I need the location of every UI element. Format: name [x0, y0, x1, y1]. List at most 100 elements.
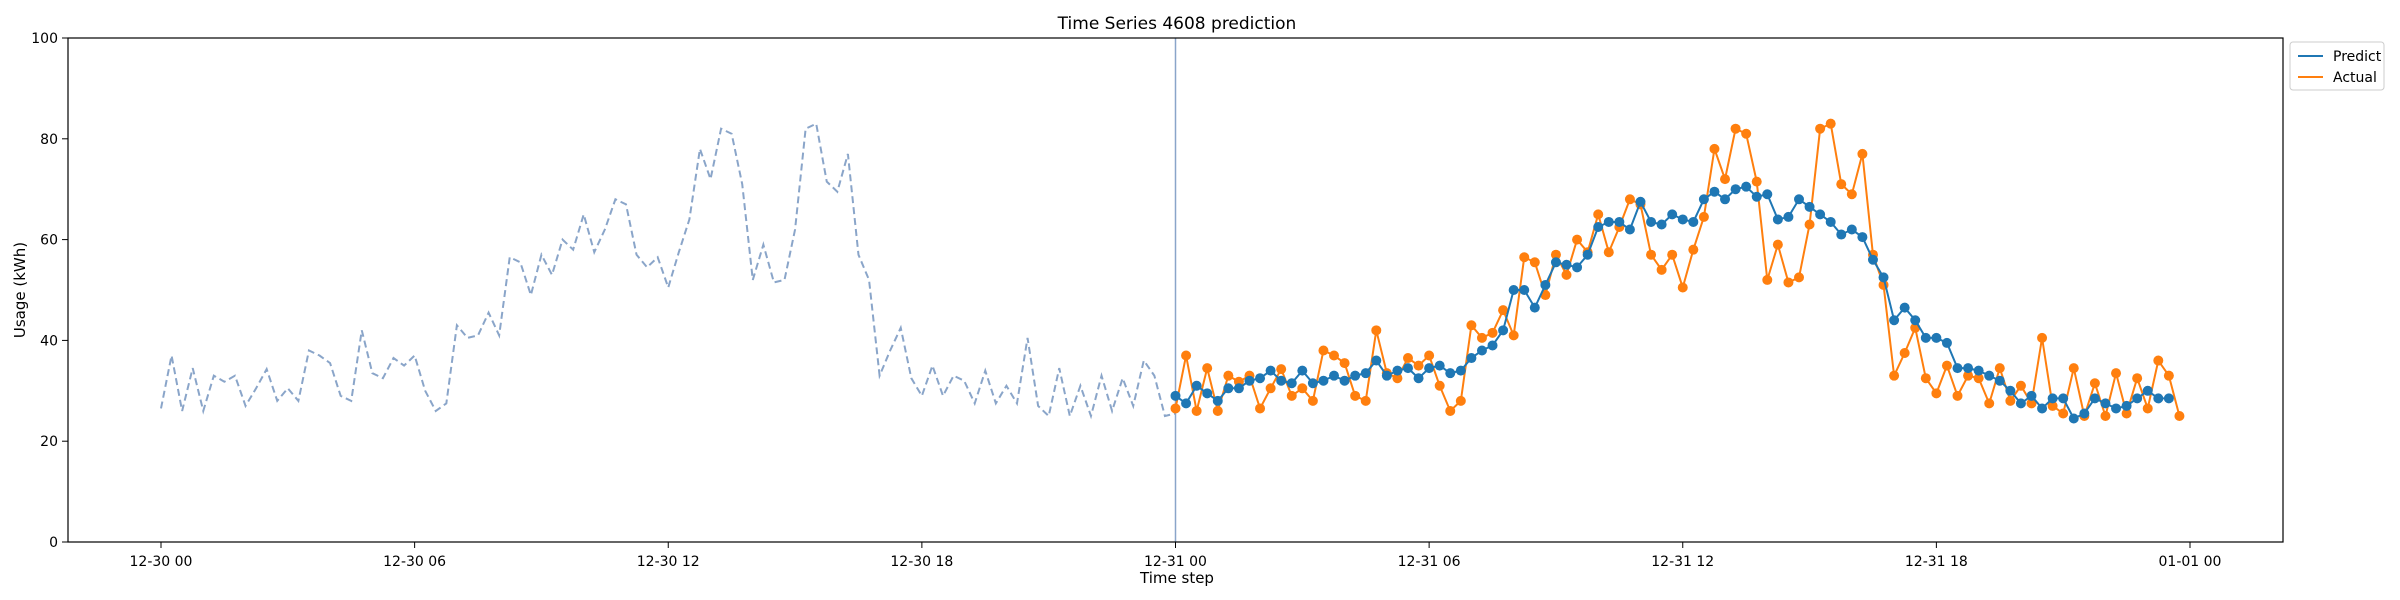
actual-point: [1593, 209, 1604, 220]
actual-point: [1688, 244, 1699, 255]
actual-point: [1603, 247, 1614, 258]
actual-point: [1265, 383, 1276, 394]
actual-point: [1825, 118, 1836, 129]
predict-point: [1899, 302, 1910, 313]
actual-point: [2121, 408, 2132, 419]
x-tick-label: 12-31 00: [1144, 554, 1207, 570]
predict-point: [1392, 365, 1403, 376]
predict-point: [1212, 395, 1223, 406]
predict-point: [2005, 385, 2016, 396]
plot-area: [160, 38, 2185, 542]
predict-point: [1572, 262, 1583, 273]
actual-point: [1698, 211, 1709, 222]
predict-point: [1857, 232, 1868, 243]
actual-point: [2153, 355, 2164, 366]
legend-actual-label: Actual: [2333, 70, 2377, 86]
predict-point: [1360, 368, 1371, 379]
actual-point: [1920, 373, 1931, 384]
predict-point: [1815, 209, 1826, 220]
actual-point: [1402, 353, 1413, 364]
predict-point: [1529, 302, 1540, 313]
y-tick-label: 100: [31, 31, 58, 47]
actual-point: [1307, 395, 1318, 406]
actual-point: [1350, 390, 1361, 401]
actual-point: [2026, 398, 2037, 409]
actual-point: [1963, 370, 1974, 381]
predict-point: [1804, 201, 1815, 212]
predict-point: [1889, 315, 1900, 326]
x-tick-label: 12-31 12: [1651, 554, 1714, 570]
actual-point: [1476, 332, 1487, 343]
predict-point: [1561, 259, 1572, 270]
predict-point: [1339, 375, 1350, 386]
predict-point: [1952, 363, 1963, 374]
actual-point: [1297, 383, 1308, 394]
actual-point: [1276, 364, 1287, 375]
actual-point: [1804, 219, 1815, 230]
actual-point: [1255, 403, 1266, 414]
actual-point: [2142, 403, 2153, 414]
actual-point: [1445, 405, 1456, 416]
actual-point: [1455, 395, 1466, 406]
actual-point: [1498, 305, 1509, 316]
actual-point: [1762, 274, 1773, 285]
y-tick-label: 0: [49, 535, 58, 551]
predict-point: [1741, 181, 1752, 192]
predict-point: [1973, 365, 1984, 376]
predict-point: [2132, 393, 2143, 404]
predict-point: [2026, 390, 2037, 401]
legend: Predict Actual: [2289, 41, 2385, 91]
predict-point: [1878, 272, 1889, 283]
predict-point: [1867, 254, 1878, 265]
predict-point: [1519, 285, 1530, 295]
y-axis-label: Usage (kWh): [11, 242, 29, 338]
predict-point: [1307, 378, 1318, 389]
actual-point: [1772, 239, 1783, 250]
x-tick-label: 01-01 00: [2159, 554, 2222, 570]
predict-point: [1286, 378, 1297, 389]
actual-point: [1561, 269, 1572, 280]
predict-point: [2121, 400, 2132, 411]
actual-point: [1741, 128, 1752, 139]
predict-point: [2058, 393, 2069, 404]
actual-point: [1677, 282, 1688, 293]
actual-point: [1667, 249, 1678, 260]
actual-point: [2068, 363, 2079, 374]
actual-point: [1508, 330, 1519, 341]
actual-point: [1709, 143, 1720, 154]
predict-point: [2015, 398, 2026, 409]
actual-point: [1751, 176, 1762, 187]
actual-point: [2058, 408, 2069, 419]
actual-point: [2037, 332, 2048, 343]
actual-point: [1656, 264, 1667, 275]
predict-point: [1698, 194, 1709, 205]
actual-point: [1846, 189, 1857, 200]
actual-point: [1371, 325, 1382, 336]
actual-point: [1973, 373, 1984, 384]
actual-point: [1783, 277, 1794, 288]
chart-title: Time Series 4608 prediction: [1057, 14, 1297, 34]
predict-point: [1593, 222, 1604, 232]
predict-point: [1329, 370, 1340, 381]
predict-point: [1794, 194, 1804, 205]
actual-point: [1424, 350, 1435, 361]
x-tick-label: 12-30 18: [890, 554, 953, 570]
history-line: [160, 122, 1176, 420]
actual-point: [2015, 380, 2026, 391]
y-tick-label: 80: [40, 132, 58, 148]
predict-point: [2163, 393, 2174, 404]
predict-point: [1646, 216, 1657, 227]
actual-point: [2132, 373, 2143, 384]
x-axis-label: Time step: [1139, 569, 1214, 587]
actual-point: [2089, 378, 2100, 389]
predict-point: [1614, 216, 1625, 227]
actual-point: [1413, 360, 1424, 371]
predict-point: [1783, 211, 1794, 222]
predict-point: [1466, 353, 1477, 364]
predict-point: [1825, 216, 1836, 227]
actual-line: [1174, 122, 2181, 420]
y-tick-label: 40: [40, 333, 58, 349]
predict-point: [1276, 375, 1287, 386]
predict-point: [1170, 390, 1181, 401]
actual-point: [2163, 370, 2174, 381]
